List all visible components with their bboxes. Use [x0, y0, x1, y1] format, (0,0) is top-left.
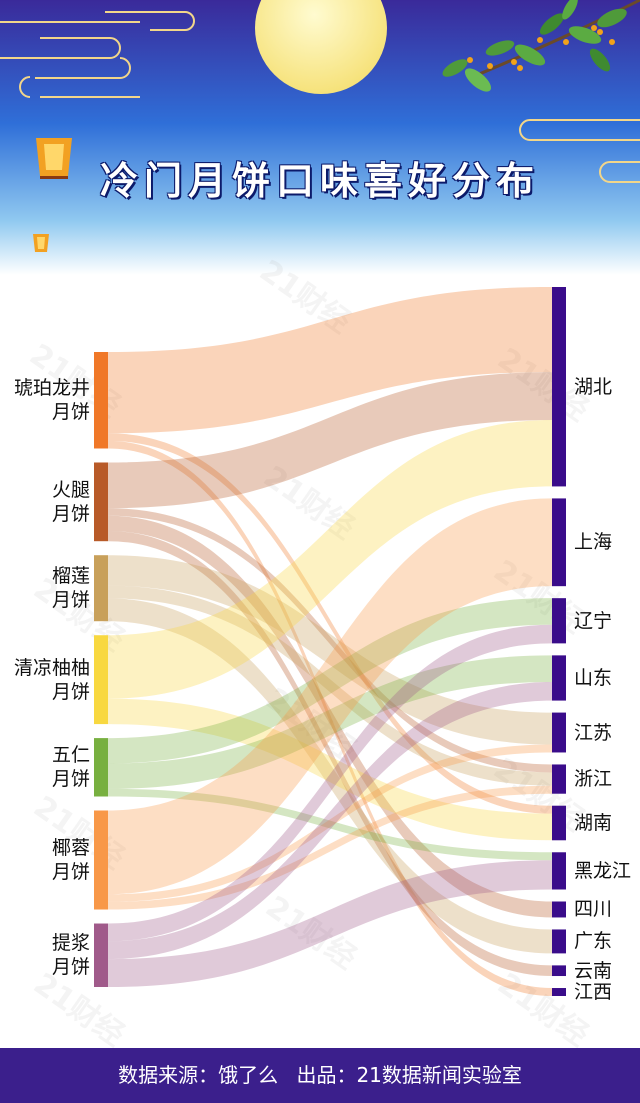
target-node-bar: [552, 852, 566, 890]
source-node-label-line: 琥珀龙井: [13, 377, 90, 400]
sankey-link: [108, 508, 552, 773]
cloud-lines-right: [519, 119, 640, 183]
small-lantern-icon: [33, 234, 49, 252]
source-node-bar: [94, 810, 108, 910]
sankey-link: [108, 598, 552, 954]
sankey-link: [108, 744, 552, 902]
sankey-link: [108, 681, 552, 960]
osmanthus-branch: [442, 0, 640, 92]
source-node-label-line: 月饼: [51, 768, 90, 791]
sankey-link: [108, 287, 552, 434]
footer-source: 数据来源：饿了么: [118, 1063, 279, 1087]
source-node-label-line: 月饼: [51, 401, 90, 424]
target-node-bar: [552, 965, 566, 977]
target-node-bar: [552, 929, 566, 954]
sankey-link: [108, 698, 552, 841]
target-node-bar: [552, 764, 566, 794]
source-node-bar: [94, 635, 108, 725]
source-node-label-line: 月饼: [51, 680, 90, 703]
source-node-bar: [94, 462, 108, 542]
target-node-bar: [552, 988, 566, 996]
sankey-link: [108, 440, 552, 996]
source-node-label-line: 火腿: [51, 478, 90, 501]
target-node-label: 云南: [574, 959, 613, 982]
sankey-link: [108, 624, 552, 942]
target-node-label: 山东: [574, 666, 613, 689]
sankey-link: [108, 585, 552, 786]
source-node-label: 琥珀龙井 月饼: [0, 376, 90, 424]
target-node-bar: [552, 287, 566, 487]
source-node-label: 提浆 月饼: [0, 931, 90, 979]
target-node-label: 江苏: [574, 721, 613, 744]
source-node-label-line: 月饼: [51, 956, 90, 979]
target-node-label: 浙江: [574, 768, 613, 791]
sankey-link: [108, 433, 552, 814]
target-node-label: 上海: [574, 531, 613, 554]
sankey-link: [108, 555, 552, 745]
target-node-label: 广东: [574, 930, 613, 953]
target-node-bar: [552, 712, 566, 753]
sankey-link: [108, 860, 552, 987]
sankey-link: [108, 655, 552, 789]
sankey-link: [108, 785, 552, 910]
sankey-link: [108, 788, 552, 861]
target-node-bar: [552, 498, 566, 587]
sankey-link: [108, 598, 552, 764]
source-node-label-line: 月饼: [51, 861, 90, 883]
source-node-label-line: 清凉柚柚: [13, 656, 90, 679]
sankey-chart: [94, 287, 566, 996]
source-node-label: 五仁 月饼: [0, 743, 90, 791]
source-node-label-line: 月饼: [51, 589, 90, 612]
source-node-label: 椰蓉 月饼: [0, 836, 90, 884]
target-node-label: 湖南: [574, 811, 613, 834]
source-node-bar: [94, 923, 108, 987]
target-node-label: 江西: [574, 981, 613, 1003]
source-node-bar: [94, 738, 108, 797]
footer: 数据来源：饿了么 出品：21数据新闻实验室: [0, 1048, 640, 1103]
source-node-label-line: 提浆: [51, 932, 90, 955]
target-node-label: 黑龙江: [574, 859, 632, 882]
target-node-bar: [552, 805, 566, 841]
target-node-label: 辽宁: [574, 609, 613, 632]
sankey-link: [108, 515, 552, 918]
cloud-lines-left: [0, 11, 195, 98]
target-node-bar: [552, 655, 566, 701]
source-node-label-line: 月饼: [51, 502, 90, 525]
sankey-link: [108, 498, 552, 895]
page-title: 冷门月饼口味喜好分布: [99, 159, 540, 203]
source-node-label-line: 榴莲: [51, 565, 90, 588]
target-node-label: 四川: [574, 898, 613, 921]
target-node-bar: [552, 598, 566, 644]
lantern-icon: [36, 138, 72, 179]
sankey-link: [108, 531, 552, 977]
source-node-label-line: 椰蓉: [51, 837, 90, 859]
source-node-bar: [94, 555, 108, 622]
source-node-bar: [94, 352, 108, 449]
source-node-label-line: 五仁: [51, 744, 90, 767]
footer-producer: 出品：21数据新闻实验室: [296, 1063, 522, 1087]
moon: [255, 0, 387, 94]
target-node-label: 湖北: [574, 375, 613, 398]
source-node-label: 榴莲 月饼: [0, 564, 90, 612]
target-node-bar: [552, 901, 566, 918]
sankey-link: [108, 372, 552, 509]
source-node-label: 火腿 月饼: [0, 478, 90, 526]
sankey-link: [108, 419, 552, 699]
source-node-label: 清凉柚柚 月饼: [0, 656, 90, 704]
